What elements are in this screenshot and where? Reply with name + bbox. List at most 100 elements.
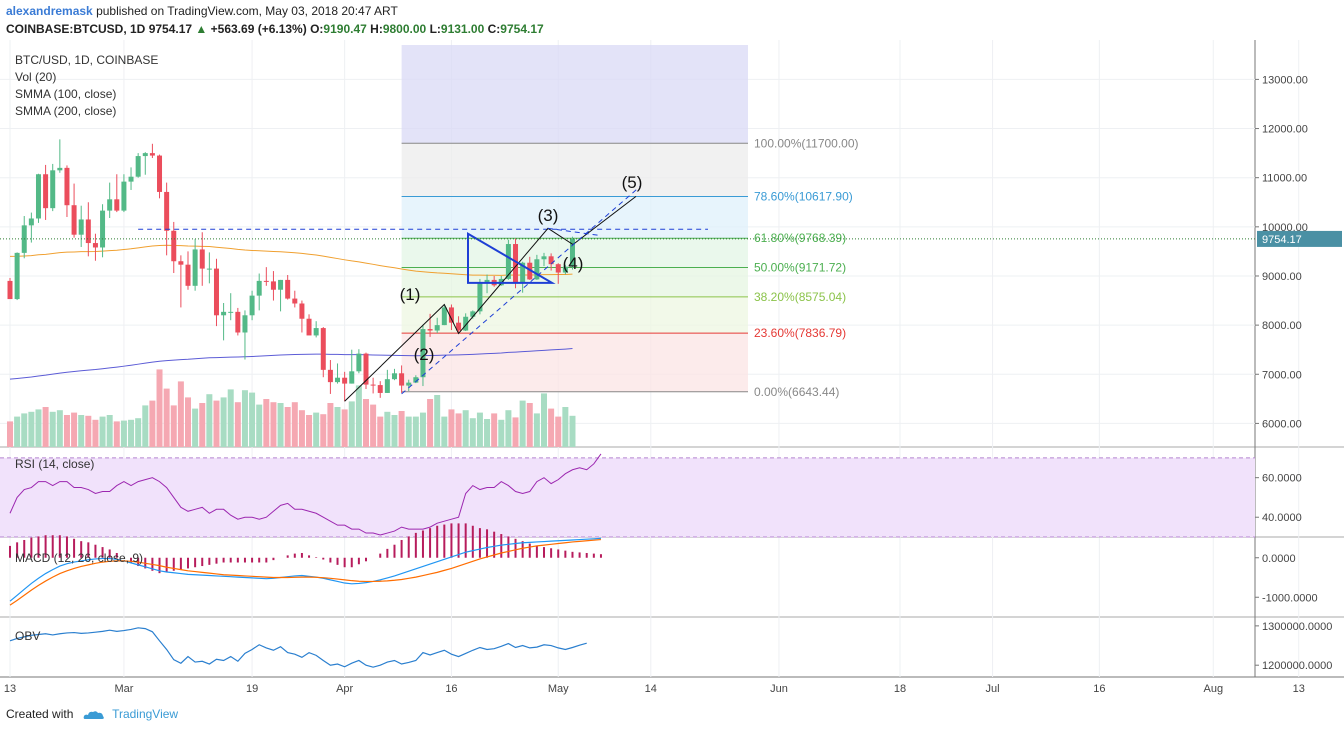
last-price: 9754.17: [148, 22, 193, 36]
x-tick-label: Mar: [114, 683, 133, 695]
candle-body: [71, 205, 77, 235]
volume-bar: [519, 400, 526, 447]
candle-body: [100, 210, 106, 248]
candle-body: [541, 256, 547, 260]
x-tick-label: Aug: [1203, 683, 1223, 695]
price-change: +563.69 (+6.13%): [210, 22, 307, 36]
wave-channel-dashed-line: [401, 186, 641, 395]
x-tick-label: 13: [4, 683, 16, 695]
x-tick-label: 19: [246, 683, 258, 695]
volume-bar: [448, 409, 455, 447]
fib-level-label: 61.80%(9768.39): [754, 231, 846, 245]
y-tick-label: 10000.00: [1262, 222, 1308, 234]
volume-bar: [427, 399, 434, 447]
fib-level-label: 23.60%(7836.79): [754, 326, 846, 340]
volume-bar: [384, 411, 391, 447]
macd-title: MACD (12, 26, close, 9): [15, 551, 143, 565]
volume-bar: [7, 421, 13, 447]
volume-bar: [526, 403, 533, 447]
volume-bar: [284, 407, 291, 447]
fib-level-label: 50.00%(9171.72): [754, 261, 846, 275]
volume-bar: [199, 403, 206, 447]
volume-bar: [185, 397, 191, 447]
volume-bar: [28, 411, 35, 447]
smma-200-line: [9, 348, 573, 380]
symbol-info-bar: COINBASE:BTCUSD, 1D 9754.17 ▲ +563.69 (+…: [6, 22, 544, 36]
volume-bar: [562, 407, 569, 447]
candle-body: [171, 230, 177, 262]
candle-body: [7, 280, 13, 300]
macd-y-tick-label: -1000.0000: [1262, 592, 1318, 604]
candle-body: [213, 268, 219, 316]
volume-bar: [120, 420, 127, 447]
candle-body: [185, 264, 191, 286]
obv-y-tick-label: 1200000.0000: [1262, 660, 1332, 672]
y-tick-label: 9000.00: [1262, 271, 1302, 283]
candle-body: [349, 371, 355, 384]
published-text: published on TradingView.com, May 03, 20…: [96, 4, 398, 18]
volume-bar: [533, 413, 540, 447]
candle-body: [363, 353, 369, 385]
volume-bar: [21, 413, 28, 447]
candle-body: [50, 170, 56, 209]
symbol-label: COINBASE:BTCUSD, 1D: [6, 22, 146, 36]
volume-bar: [227, 389, 234, 447]
x-tick-label: 18: [894, 683, 906, 695]
created-with-label: Created with: [6, 707, 74, 721]
candle-body: [142, 153, 148, 157]
triangle-pattern: [467, 231, 556, 284]
candle-body: [413, 377, 419, 383]
fib-zone-band: [401, 196, 748, 239]
legend-smma-200: SMMA (200, close): [15, 104, 117, 118]
macd-y-tick-label: 0.0000: [1262, 553, 1296, 565]
elliott-wave-path: [344, 195, 637, 402]
volume-bar: [512, 417, 519, 447]
obv-y-tick-label: 1300000.0000: [1262, 621, 1332, 633]
candle-body: [456, 322, 462, 331]
volume-bar: [42, 407, 49, 447]
volume-bar: [548, 408, 555, 447]
candle-body: [107, 199, 113, 211]
volume-bar: [398, 411, 405, 447]
close-label: C:: [487, 22, 501, 36]
candle-body: [420, 329, 426, 378]
obv-line: [9, 627, 587, 668]
footer: Created with TradingView: [6, 707, 178, 721]
volume-bar: [85, 415, 92, 447]
change-up-icon: ▲: [195, 22, 208, 36]
volume-bar: [391, 415, 398, 447]
candle-body: [527, 262, 533, 280]
candle-body: [320, 328, 326, 370]
volume-bar: [177, 381, 184, 447]
volume-bar: [555, 416, 562, 447]
x-tick-label: Jun: [770, 683, 788, 695]
volume-bar: [491, 413, 498, 447]
candle-body: [520, 262, 526, 283]
candle-body: [135, 156, 141, 177]
close-value: 9754.17: [500, 22, 544, 36]
candle-body: [391, 373, 397, 380]
volume-bar: [63, 415, 70, 447]
candle-body: [335, 377, 341, 383]
tradingview-link[interactable]: TradingView: [112, 707, 179, 721]
volume-bar: [163, 388, 170, 447]
volume-bar: [484, 419, 491, 447]
volume-bar: [469, 418, 476, 447]
volume-bar: [106, 415, 113, 447]
candle-body: [370, 384, 376, 386]
candle-body: [285, 279, 291, 299]
open-label: O:: [310, 22, 324, 36]
candle-body: [448, 307, 454, 323]
legend-symbol: BTC/USD, 1D, COINBASE: [15, 53, 159, 67]
volume-bar: [220, 397, 227, 447]
candle-body: [434, 325, 440, 331]
x-tick-label: 13: [1293, 683, 1305, 695]
candle-body: [342, 377, 348, 384]
rsi-line: [9, 453, 602, 536]
author-link[interactable]: alexandremask: [6, 4, 93, 18]
volume-bar: [377, 416, 384, 447]
candle-body: [256, 280, 262, 296]
candle-body: [306, 318, 312, 336]
tradingview-cloud-icon: [83, 711, 104, 719]
